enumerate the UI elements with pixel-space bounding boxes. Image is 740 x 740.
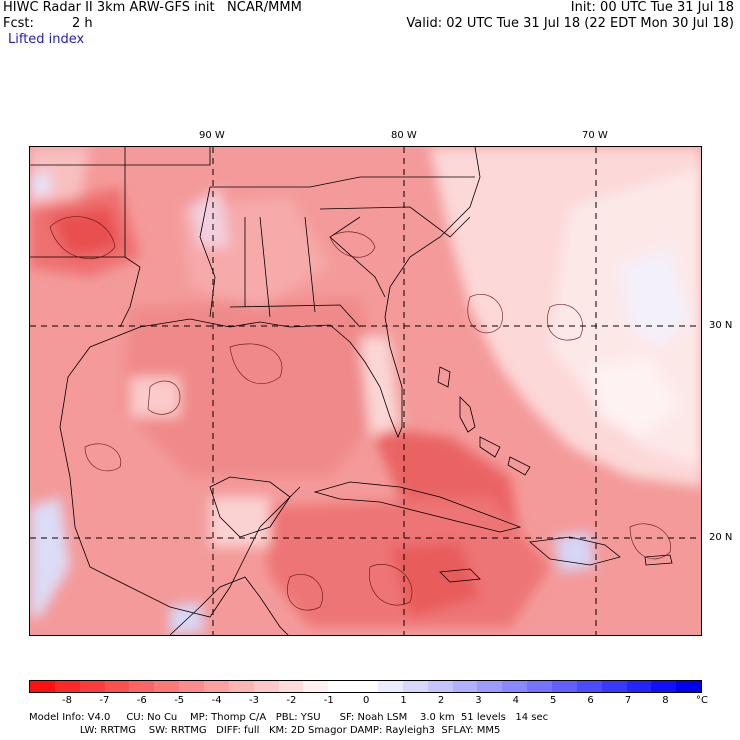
colorbar-swatch (527, 681, 553, 692)
contours (49, 216, 671, 611)
colorbar-swatch (626, 681, 652, 692)
colorbar-tick-label: 4 (512, 695, 519, 706)
init-time: Init: 00 UTC Tue 31 Jul 18 (570, 0, 734, 15)
colorbar-swatch (228, 681, 254, 692)
colorbar (29, 680, 702, 693)
field-name: Lifted index (8, 32, 85, 47)
colorbar-tick-label: 8 (662, 695, 669, 706)
colorbar-swatch (104, 681, 130, 692)
colorbar-swatch (402, 681, 428, 692)
colorbar-swatch (328, 681, 354, 692)
lon-label-70w: 70 W (582, 130, 608, 141)
lat-label-30n: 30 N (709, 320, 733, 331)
lon-label-80w: 80 W (391, 130, 417, 141)
lat-lon-grid (30, 147, 701, 635)
forecast-label: Fcst: (3, 16, 34, 31)
colorbar-swatch (54, 681, 80, 692)
model-info-line2: LW: RRTMG SW: RRTMG DIFF: full KM: 2D Sm… (29, 725, 501, 736)
colorbar-swatch (129, 681, 155, 692)
colorbar-tick-label: -5 (174, 695, 185, 706)
boundaries (30, 147, 673, 635)
colorbar-unit: °C (696, 695, 708, 706)
colorbar-swatch (179, 681, 205, 692)
lifted-index-field (30, 147, 701, 635)
model-info-line1: Model Info: V4.0 CU: No Cu MP: Thomp C/A… (29, 712, 549, 723)
colorbar-tick-label: 7 (624, 695, 632, 706)
colorbar-tick-label: -2 (286, 695, 297, 706)
model-title: HIWC Radar II 3km ARW-GFS init NCAR/MMM (3, 0, 302, 15)
colorbar-tick-label: 1 (400, 695, 407, 706)
colorbar-swatch (253, 681, 279, 692)
colorbar-tick-label: -1 (323, 695, 334, 706)
colorbar-tick-label: 0 (363, 695, 370, 706)
colorbar-swatch (452, 681, 478, 692)
colorbar-swatch (552, 681, 577, 692)
colorbar-tick-label: 3 (475, 695, 482, 706)
colorbar-swatch (427, 681, 453, 692)
valid-time: Valid: 02 UTC Tue 31 Jul 18 (22 EDT Mon … (406, 16, 734, 31)
colorbar-tick-label: -8 (62, 695, 72, 706)
colorbar-swatch (378, 681, 403, 692)
colorbar-swatch (601, 681, 627, 692)
colorbar-swatch (204, 681, 229, 692)
colorbar-swatch (477, 681, 503, 692)
colorbar-swatch (502, 681, 528, 692)
lon-label-90w: 90 W (199, 130, 225, 141)
colorbar-swatch (651, 681, 677, 692)
colorbar-swatch (79, 681, 105, 692)
colorbar-swatch (278, 681, 304, 692)
colorbar-swatch (303, 681, 329, 692)
colorbar-tick-label: 6 (587, 695, 594, 706)
colorbar-tick-label: 2 (437, 695, 445, 706)
colorbar-swatch (353, 681, 379, 692)
colorbar-tick-label: -7 (99, 695, 110, 706)
shading-patches (30, 147, 701, 635)
colorbar-tick-label: -4 (211, 695, 222, 706)
colorbar-swatch (676, 681, 702, 692)
colorbar-swatch (154, 681, 180, 692)
colorbar-tick-label: 5 (550, 695, 557, 706)
map-panel (29, 146, 702, 636)
forecast-hour: 2 h (72, 16, 93, 31)
lat-label-20n: 20 N (709, 532, 733, 543)
colorbar-swatch (576, 681, 602, 692)
colorbar-tick-label: -3 (249, 695, 259, 706)
colorbar-tick-label: -6 (136, 695, 147, 706)
colorbar-swatch (30, 681, 55, 692)
